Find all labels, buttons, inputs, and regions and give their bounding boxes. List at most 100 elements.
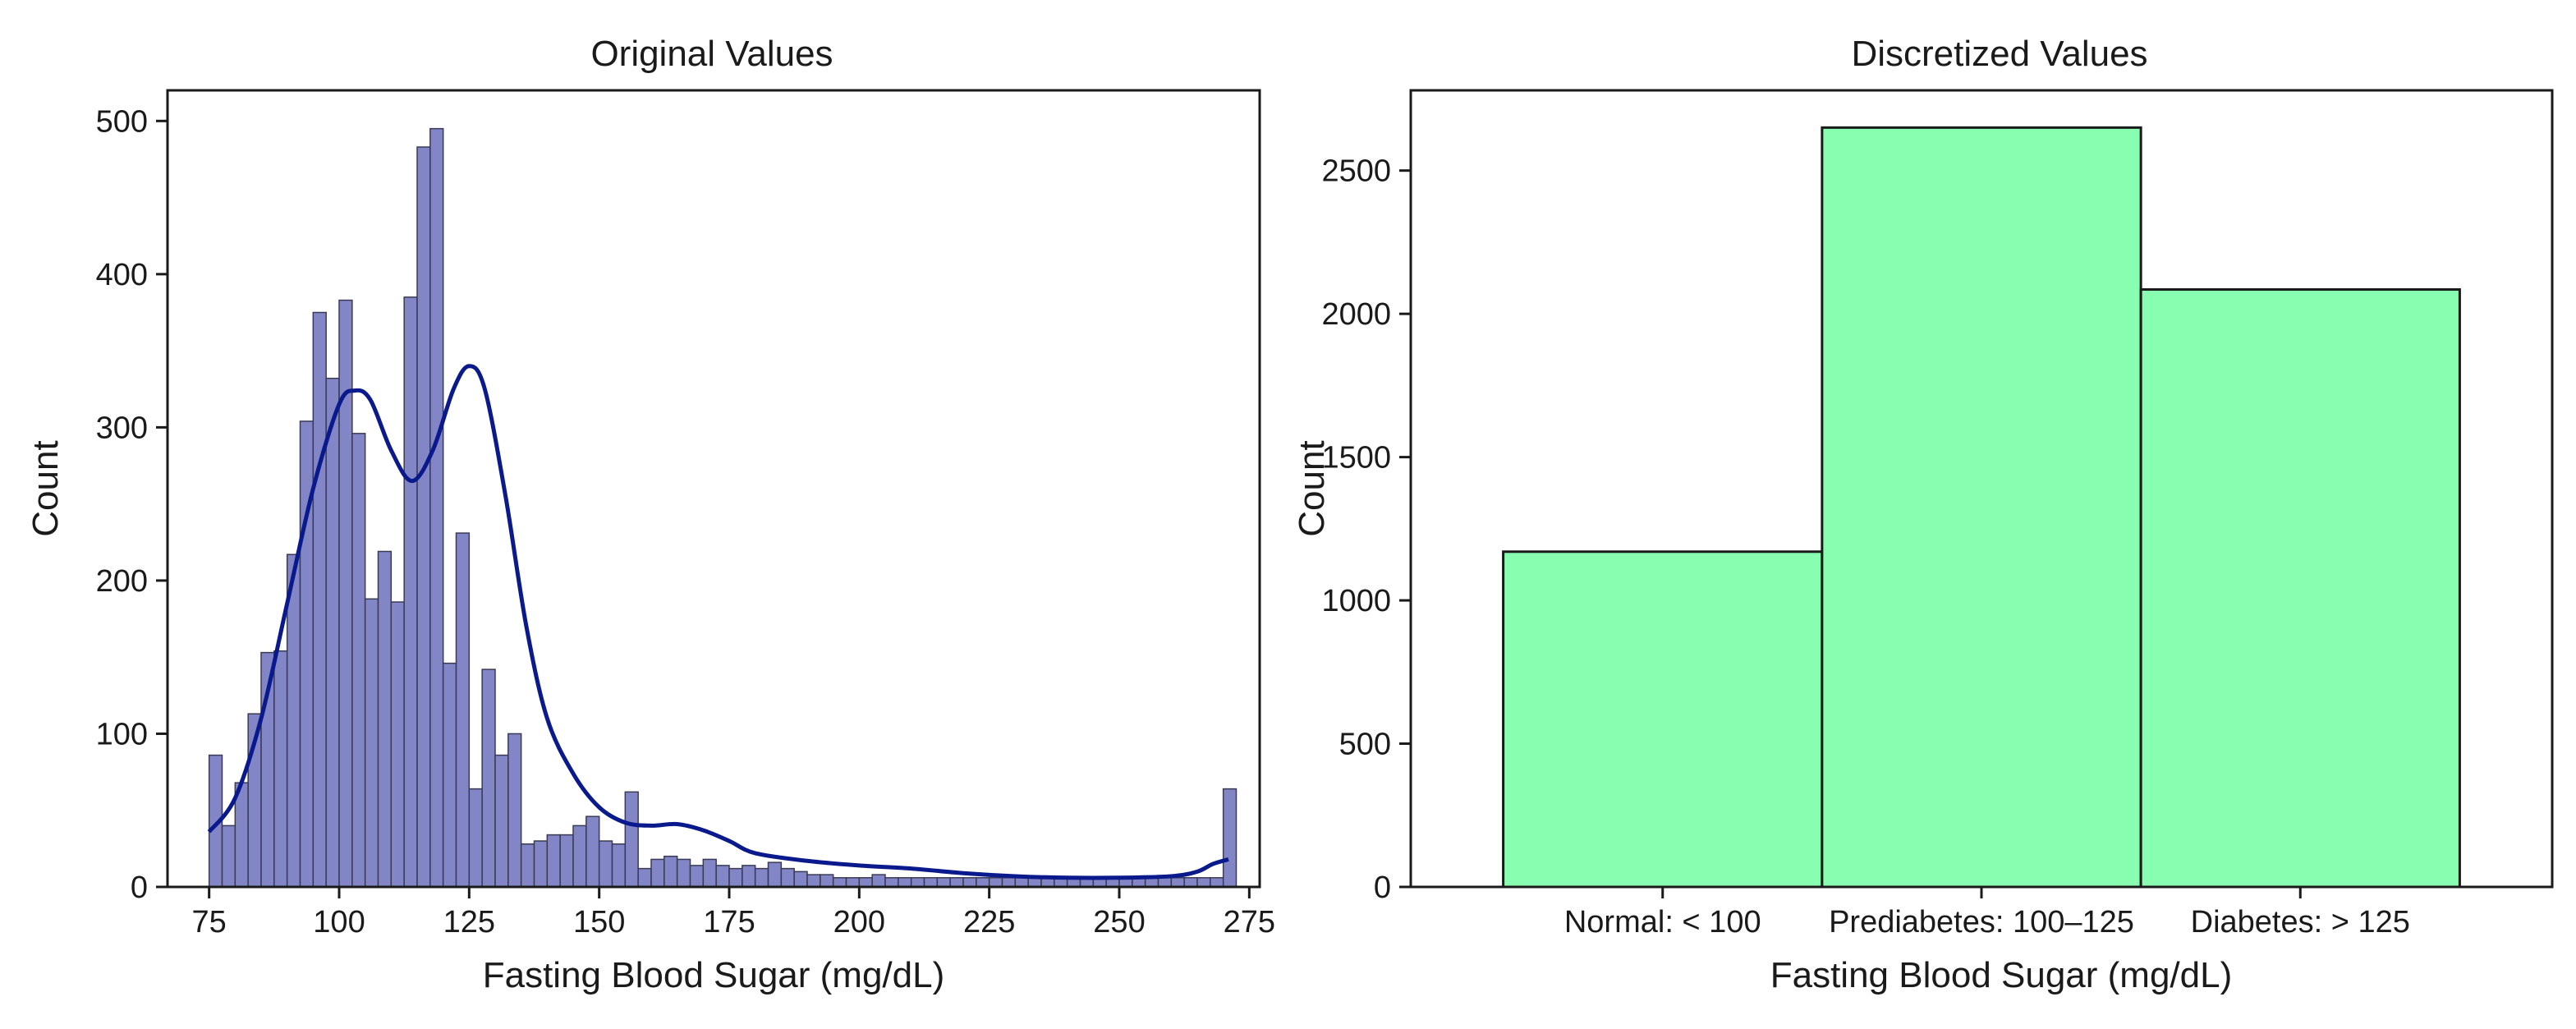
histogram-bar [546, 834, 561, 888]
x-tick-label: 100 [313, 905, 365, 939]
x-tick-label: Diabetes: > 125 [2191, 905, 2410, 939]
x-tick-label: 200 [833, 905, 885, 939]
histogram-bar [1222, 788, 1237, 888]
histogram-bar [494, 754, 509, 888]
histogram-bar [793, 871, 808, 888]
y-axis-label: Count [1292, 440, 1332, 536]
histogram-bar [910, 877, 925, 888]
x-tick-label: 175 [703, 905, 755, 939]
y-axis-label: Count [25, 440, 66, 536]
x-axis-label: Fasting Blood Sugar (mg/dL) [1770, 955, 2233, 995]
x-tick-label: Normal: < 100 [1564, 905, 1761, 939]
histogram-bar [429, 127, 444, 888]
histogram-bar [742, 865, 756, 888]
x-axis-label: Fasting Blood Sugar (mg/dL) [483, 955, 945, 995]
y-tick-label: 0 [131, 871, 148, 905]
histogram-bar [949, 877, 964, 888]
histogram-bar [1196, 877, 1211, 888]
histogram-bar [416, 146, 431, 888]
y-tick-label: 2000 [1321, 297, 1391, 332]
category-bar [1502, 550, 1824, 889]
histogram-bar [403, 296, 418, 888]
histogram-bar [702, 858, 717, 888]
histogram-bar [481, 668, 496, 888]
y-tick-label: 100 [96, 717, 148, 751]
histogram-bar [507, 733, 522, 888]
category-bar [2139, 288, 2461, 889]
y-tick-label: 0 [1374, 871, 1391, 905]
histogram-bar [767, 861, 783, 888]
y-tick-label: 400 [96, 258, 148, 292]
histogram-bar [1001, 877, 1017, 888]
histogram-bar [585, 815, 600, 888]
x-tick-label: 275 [1224, 905, 1275, 939]
histogram-bar [936, 877, 951, 888]
histogram-bar [611, 843, 627, 888]
y-tick-label: 1000 [1321, 584, 1391, 618]
histogram-bar [598, 840, 613, 888]
histogram-bar [884, 877, 899, 888]
histogram-bar [624, 791, 639, 888]
histogram-bar [858, 877, 873, 888]
histogram-bar [689, 865, 705, 888]
histogram-bar [364, 598, 379, 888]
x-axis-ticks: 75 100 125 150 175 200 225 250 275 [192, 887, 1275, 939]
histogram-bar [351, 433, 366, 888]
bar-panel: Discretized Values Normal: < 100 Prediabe… [1292, 34, 2554, 995]
y-tick-label: 500 [96, 104, 148, 139]
histogram-bar [1170, 877, 1185, 888]
histogram-bar [390, 601, 405, 888]
histogram-bar [1014, 877, 1029, 888]
histogram-bar [820, 874, 834, 888]
x-tick-label: 125 [443, 905, 495, 939]
histogram-bar [325, 377, 340, 888]
histogram-bar [273, 650, 288, 888]
plot-frame [166, 89, 1261, 889]
x-tick-label: Prediabetes: 100–125 [1829, 905, 2134, 939]
histogram-bar [442, 662, 457, 888]
histogram-bar [377, 550, 393, 888]
x-tick-label: 150 [573, 905, 625, 939]
x-tick-label: 225 [963, 905, 1015, 939]
histogram-bar [780, 867, 795, 888]
histogram-bar [962, 877, 977, 888]
histogram-bar [221, 825, 236, 888]
y-tick-label: 1500 [1321, 441, 1391, 475]
histogram-bar [871, 874, 886, 888]
histogram-bar [664, 855, 678, 888]
histogram-bar [312, 311, 327, 888]
x-axis-ticks: Normal: < 100 Prediabetes: 100–125 Diabete… [1564, 887, 2410, 939]
histogram-bar [572, 825, 587, 888]
kde-curve [207, 364, 1229, 880]
histogram-bar [455, 532, 471, 888]
histogram-bars [208, 127, 1237, 888]
histogram-bar [898, 877, 912, 888]
histogram-bar [286, 554, 301, 888]
histogram-bar [715, 865, 730, 888]
histogram-bar [988, 877, 1003, 888]
chart-title: Original Values [590, 34, 833, 74]
histogram-bar [520, 843, 535, 888]
histogram-bar [1183, 877, 1198, 888]
y-tick-label: 200 [96, 564, 148, 599]
histogram-bar [637, 867, 652, 888]
x-tick-label: 250 [1093, 905, 1145, 939]
histogram-bar [533, 840, 549, 888]
histogram-bar [468, 788, 483, 888]
y-tick-label: 2500 [1321, 154, 1391, 189]
y-axis-ticks: 0 500 1000 1500 2000 2500 [1321, 154, 1411, 905]
histogram-bar [676, 858, 691, 888]
histogram-bar [338, 299, 353, 888]
histogram-bar [1157, 877, 1173, 888]
category-bar [1821, 126, 2142, 889]
histogram-bar [832, 877, 847, 888]
y-axis-ticks: 0 100 200 300 400 500 [96, 104, 168, 905]
histogram-bar [559, 834, 574, 888]
histogram-bar [976, 877, 990, 888]
y-tick-label: 500 [1339, 728, 1391, 762]
histogram-bar [806, 874, 821, 888]
chart-title: Discretized Values [1851, 34, 2147, 74]
histogram-bar [754, 867, 769, 888]
histogram-bar [845, 877, 861, 888]
